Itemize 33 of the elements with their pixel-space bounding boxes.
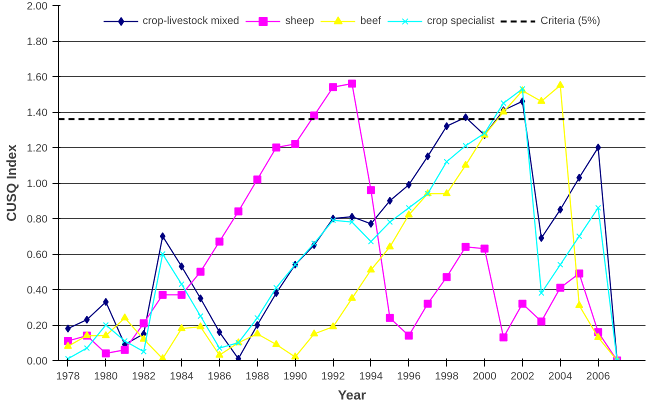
legend-label: sheep [285, 15, 314, 27]
y-tick-label: 0.80 [26, 214, 48, 226]
y-tick-label: 1.40 [26, 107, 48, 119]
y-tick-label: 1.00 [26, 178, 48, 190]
x-tick-label: 1980 [94, 370, 118, 382]
x-tick-label: 1982 [132, 370, 156, 382]
x-tick-label: 1988 [245, 370, 270, 382]
x-tick-label: 1984 [170, 370, 194, 382]
x-tick-label: 1986 [208, 370, 232, 382]
y-tick-label: 0.20 [26, 320, 48, 332]
legend-label: Criteria (5%) [540, 15, 600, 27]
y-tick-label: 1.20 [26, 142, 48, 154]
legend-label: crop-livestock mixed [142, 15, 240, 27]
x-tick-label: 1996 [396, 370, 421, 382]
x-tick-label: 1994 [359, 370, 383, 382]
y-tick-label: 1.60 [26, 72, 48, 84]
x-tick-label: 2000 [472, 370, 496, 382]
y-tick-label: 0.00 [26, 356, 48, 368]
x-tick-label: 1998 [434, 370, 459, 382]
y-axis-title: CUSQ Index [4, 144, 19, 222]
x-tick-label: 2004 [548, 370, 572, 382]
legend-label: beef [360, 15, 381, 27]
x-tick-label: 1990 [283, 370, 308, 382]
x-tick-label: 1992 [321, 370, 345, 382]
x-tick-label: 2002 [510, 370, 534, 382]
x-tick-label: 1978 [56, 370, 80, 382]
x-tick-label: 2006 [586, 370, 610, 382]
y-tick-label: 0.40 [26, 284, 48, 296]
legend-label: crop specialist [426, 15, 495, 27]
x-axis-title: Year [338, 388, 366, 402]
y-tick-label: 2.00 [26, 0, 48, 12]
y-tick-label: 1.80 [26, 36, 48, 48]
y-tick-label: 0.60 [26, 249, 48, 261]
